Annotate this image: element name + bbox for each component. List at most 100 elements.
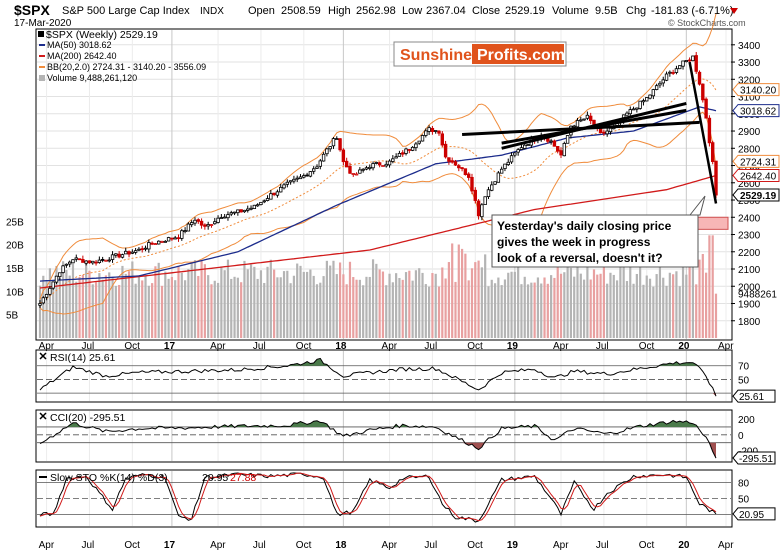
price-tick-label: 3100 (738, 93, 761, 104)
candle-body (302, 175, 306, 178)
candle-body (318, 160, 322, 167)
volume-bar (190, 261, 193, 338)
volume-bar (708, 235, 711, 338)
volume-bar (249, 264, 253, 338)
rsi-line (39, 357, 717, 397)
volume-bar (606, 283, 609, 338)
volume-bar (625, 281, 629, 338)
volume-bar (151, 283, 154, 338)
legend-volume-swatch (39, 75, 45, 81)
volume-bar (94, 282, 98, 338)
candle-body (371, 163, 375, 169)
volume-bar (642, 284, 645, 338)
volume-bar (602, 262, 605, 338)
candle-body (100, 259, 105, 261)
candle-body (381, 165, 385, 167)
volume-bar (58, 278, 61, 338)
volume-bar (711, 235, 714, 338)
candle-body (246, 208, 250, 211)
candle-body (209, 224, 214, 226)
channel-line (462, 120, 700, 136)
volume-bar (401, 279, 404, 338)
candle-body (242, 209, 247, 213)
volume-bar (187, 269, 190, 338)
low-label: Low (402, 5, 422, 17)
candle-body (549, 140, 553, 143)
volume-bar (164, 271, 167, 338)
candle-body (437, 130, 441, 134)
volume-bar (543, 277, 546, 338)
rsi-panel-frame (35, 349, 733, 403)
volume-bar (428, 286, 431, 338)
candle-body (556, 146, 560, 152)
rsi-tick-label: 50 (738, 375, 750, 386)
candle-body (483, 196, 487, 205)
candle-body (476, 200, 481, 217)
volume-bar (431, 273, 434, 338)
sto-line (39, 472, 717, 523)
candle-body (183, 230, 187, 233)
volume-bar (569, 267, 573, 338)
candle-body (687, 59, 692, 62)
candle-body (71, 259, 75, 264)
osc-last-value: 25.61 (739, 392, 764, 403)
channel-line (501, 101, 687, 150)
volume-bar (672, 274, 675, 338)
volume-bar (454, 281, 457, 338)
cci-tick-label: 0 (738, 431, 744, 442)
cci-title-text: CCI(20) -295.51 (50, 412, 125, 424)
legend: $SPX (Weekly) 2529.19 MA(50) 3018.62 MA(… (38, 29, 206, 83)
candle-body (41, 297, 45, 304)
legend-price: $SPX (Weekly) 2529.19 (46, 29, 158, 41)
candle-body (496, 172, 501, 183)
candle-body (236, 209, 240, 214)
sto-k-value: 20.95 (202, 472, 228, 484)
volume-bar (705, 272, 708, 338)
volume-bar (526, 284, 530, 338)
volume-bar (411, 280, 414, 338)
volume-bar (408, 270, 411, 338)
candle-body (328, 146, 332, 150)
price-x-label: 18 (335, 341, 347, 352)
volume-bar (226, 259, 230, 338)
volume-bar (533, 282, 536, 338)
volume-bar (368, 276, 371, 338)
volume-bar (279, 277, 282, 338)
candle-body (199, 220, 204, 226)
candle-body (457, 165, 461, 169)
price-tick-label: 2600 (738, 179, 761, 190)
volume-bar (273, 269, 276, 338)
price-label-tag (732, 188, 780, 202)
volume-bar (345, 284, 348, 338)
volume-value: 9.5B (595, 5, 618, 17)
bottom-x-label: Apr (382, 540, 398, 551)
volume-bar (286, 270, 289, 338)
price-label-text: 2529.19 (740, 191, 777, 202)
candle-body (315, 166, 319, 169)
candle-body (486, 189, 491, 198)
cci-title: CCI(20) -295.51 (39, 412, 125, 424)
candle-body (678, 65, 682, 70)
candle-body (661, 79, 665, 84)
volume-bar (691, 265, 695, 338)
candle-body (150, 242, 154, 245)
volume-bar (352, 277, 355, 338)
candle-body (259, 201, 263, 205)
candle-body (110, 254, 115, 260)
rsi-tick-label: 70 (738, 362, 750, 373)
candle-body (344, 160, 349, 168)
candle-body (420, 135, 425, 142)
price-label-text: 3018.62 (740, 107, 777, 118)
candle-body (397, 152, 402, 157)
volume-bar (421, 272, 424, 338)
legend-volume: Volume 9,488,261,120 (47, 73, 137, 83)
breakdown-line (688, 61, 718, 204)
volume-bar (599, 273, 602, 338)
volume-bar (141, 280, 144, 338)
volume-tick-label: 25B (6, 217, 24, 228)
price-x-label: Apr (382, 341, 398, 352)
close-label: Close (472, 5, 500, 17)
volume-bar (111, 277, 114, 338)
candle-body (697, 71, 702, 85)
price-x-label: Jul (253, 341, 266, 352)
